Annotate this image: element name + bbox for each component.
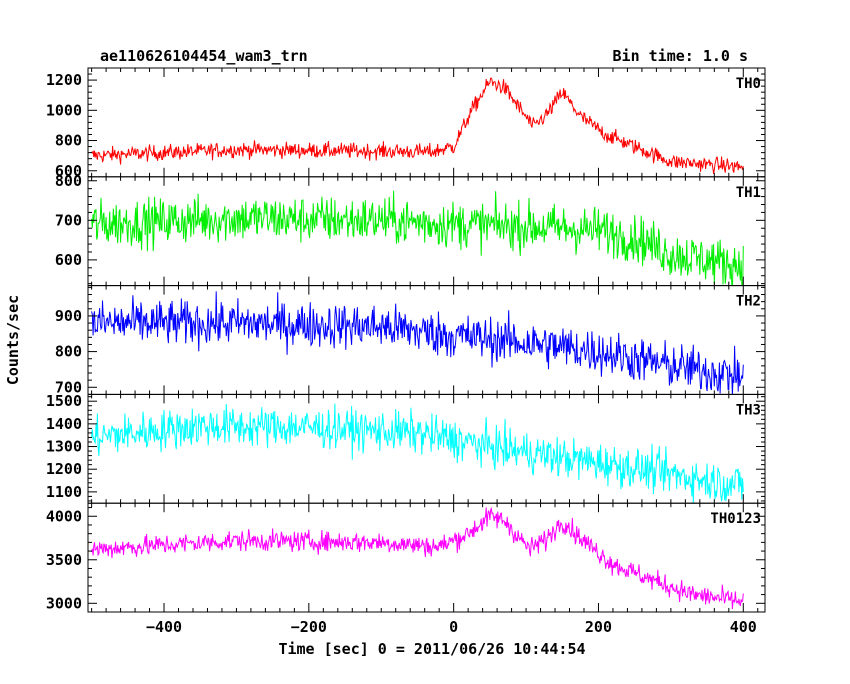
x-tick-label: −200 — [291, 618, 327, 636]
series-line-th3 — [91, 403, 744, 504]
y-tick-label: 1500 — [46, 392, 82, 410]
y-tick-label: 600 — [55, 162, 82, 180]
panel-th0: 600 800 1000 1200 TH0 — [46, 67, 766, 180]
panel-th0123: 3000 3500 4000 TH0123 — [46, 502, 766, 613]
y-tick-label: 1400 — [46, 415, 82, 433]
y-tick-label: 1100 — [46, 483, 82, 501]
x-axis: −400 −200 0 200 400 — [146, 618, 757, 636]
object-name-title: ae110626104454_wam3_trn — [100, 47, 308, 65]
y-tick-label: 1300 — [46, 438, 82, 456]
panel-th2: 700 800 900 TH2 — [55, 285, 766, 396]
panel-th3: 1100 1200 1300 1400 1500 TH3 — [46, 392, 766, 504]
series-line-th2 — [91, 291, 744, 395]
y-tick-label: 1200 — [46, 71, 82, 89]
series-line-th0123 — [91, 506, 744, 610]
panel-label: TH2 — [736, 294, 761, 310]
x-axis-title: Time [sec] 0 = 2011/06/26 10:44:54 — [278, 640, 585, 658]
y-tick-label: 1000 — [46, 101, 82, 119]
series-line-th1 — [91, 190, 744, 286]
y-tick-label: 1200 — [46, 460, 82, 478]
y-tick-label: 600 — [55, 251, 82, 269]
panel-label: TH3 — [736, 402, 761, 418]
panel-frame — [87, 502, 766, 613]
y-axis-title: Counts/sec — [4, 295, 22, 385]
y-tick-label: 800 — [55, 132, 82, 150]
y-tick-label: 900 — [55, 307, 82, 325]
x-tick-label: −400 — [146, 618, 182, 636]
series-line-th0 — [91, 77, 744, 174]
y-tick-label: 4000 — [46, 507, 82, 525]
y-tick-label: 800 — [55, 343, 82, 361]
y-tick-label: 3500 — [46, 551, 82, 569]
y-tick-label: 700 — [55, 378, 82, 396]
panel-label: TH1 — [736, 185, 761, 201]
x-tick-label: 400 — [730, 618, 757, 636]
y-tick-label: 800 — [55, 172, 82, 190]
x-tick-label: 0 — [449, 618, 458, 636]
x-tick-label: 200 — [585, 618, 612, 636]
panel-label: TH0 — [736, 76, 761, 92]
y-tick-label: 700 — [55, 211, 82, 229]
panel-label: TH0123 — [710, 511, 761, 527]
panel-th1: 600 700 800 TH1 — [55, 172, 766, 287]
y-tick-label: 3000 — [46, 594, 82, 612]
bin-time-label: Bin time: 1.0 s — [613, 47, 748, 65]
